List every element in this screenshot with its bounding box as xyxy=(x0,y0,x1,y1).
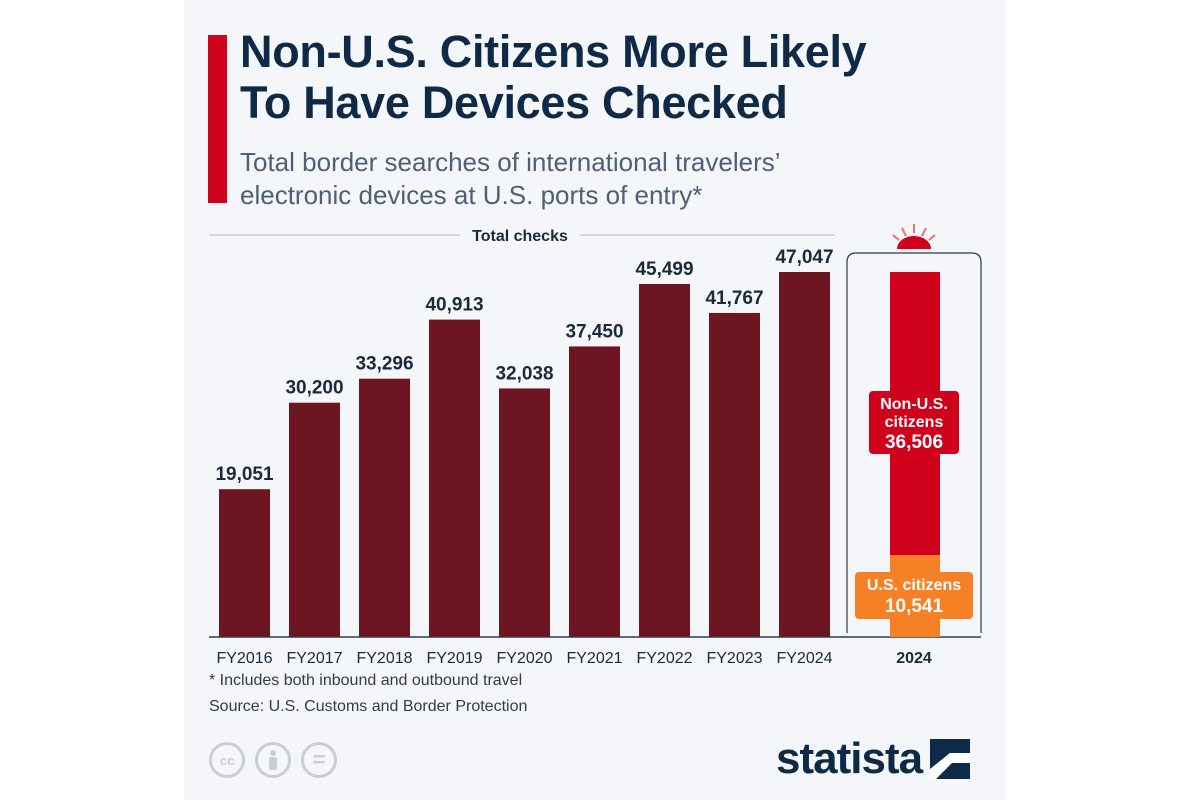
title-line-2: To Have Devices Checked xyxy=(240,77,788,128)
bar xyxy=(499,388,550,637)
subtitle-line-1: Total border searches of international t… xyxy=(240,147,781,177)
bar xyxy=(359,378,410,637)
creative-commons-icon[interactable]: cc xyxy=(209,742,245,778)
bar xyxy=(639,284,690,637)
x-tick-label: FY2019 xyxy=(426,650,482,667)
bar xyxy=(219,489,270,637)
subtitle-line-2: electronic devices at U.S. ports of entr… xyxy=(240,180,703,210)
us-label-name: U.S. citizens xyxy=(867,577,961,594)
x-tick-label: FY2020 xyxy=(496,650,552,667)
source-note: Source: U.S. Customs and Border Protecti… xyxy=(209,698,528,715)
alarm-ray xyxy=(901,227,907,237)
bar-value-label: 33,296 xyxy=(355,354,413,375)
x-tick-label: FY2016 xyxy=(216,650,272,667)
alarm-ray xyxy=(921,227,927,237)
bar-value-label: 32,038 xyxy=(495,363,553,384)
bar-value-label: 40,913 xyxy=(425,295,483,316)
alarm-ray xyxy=(892,234,900,241)
bar xyxy=(429,319,480,637)
bar-value-label: 45,499 xyxy=(635,259,693,280)
chart-header-label: Total checks xyxy=(472,228,568,245)
breakdown-frame xyxy=(846,252,982,633)
us-value: 10,541 xyxy=(885,596,944,617)
x-tick-label: FY2018 xyxy=(356,650,412,667)
alarm-light-icon xyxy=(897,236,931,249)
x-tick-label: FY2017 xyxy=(286,650,342,667)
attribution-icon[interactable] xyxy=(255,742,291,778)
alarm-ray xyxy=(928,234,936,241)
bar xyxy=(779,272,830,637)
chart-title: Non-U.S. Citizens More Likely To Have De… xyxy=(240,26,980,128)
x-tick-label: FY2024 xyxy=(776,650,832,667)
us-label-box xyxy=(855,572,973,619)
statista-logo[interactable]: statista xyxy=(776,734,971,784)
non-us-label-box xyxy=(869,391,959,454)
x-tick-label: FY2023 xyxy=(706,650,762,667)
statista-logo-icon xyxy=(930,739,971,779)
x-tick-label: FY2021 xyxy=(566,650,622,667)
non-us-label-line1: Non-U.S. xyxy=(880,396,948,413)
bar-value-label: 37,450 xyxy=(565,321,623,342)
statista-logo-text: statista xyxy=(776,734,923,783)
bar-value-label: 19,051 xyxy=(215,464,274,485)
breakdown-tick-label: 2024 xyxy=(896,650,932,667)
non-us-value: 36,506 xyxy=(885,432,943,453)
bar xyxy=(569,346,620,637)
chart-subtitle: Total border searches of international t… xyxy=(240,146,980,212)
license-icons: cc = xyxy=(209,742,337,778)
x-tick-label: FY2022 xyxy=(636,650,692,667)
nd-text: = xyxy=(312,747,326,772)
no-derivatives-icon[interactable]: = xyxy=(301,742,337,778)
cc-text: cc xyxy=(219,752,235,768)
bar xyxy=(709,312,760,637)
bar-value-label: 30,200 xyxy=(285,378,343,399)
bar-value-label: 41,767 xyxy=(705,288,763,309)
title-accent-bar xyxy=(208,35,227,203)
title-line-1: Non-U.S. Citizens More Likely xyxy=(240,26,867,77)
bar-value-label: 47,047 xyxy=(775,247,833,268)
bar xyxy=(289,402,340,637)
footnote: * Includes both inbound and outbound tra… xyxy=(209,672,523,689)
person-glyph xyxy=(269,750,277,770)
non-us-label-line2: citizens xyxy=(885,414,944,431)
